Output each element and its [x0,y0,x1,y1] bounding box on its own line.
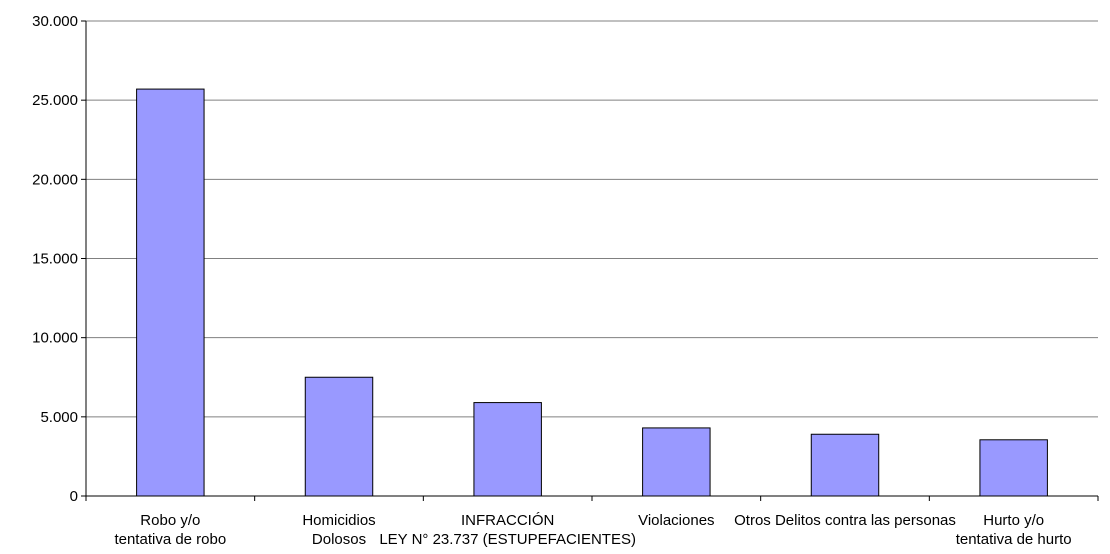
bar [136,88,205,497]
gridlines [86,20,1098,418]
bar [304,376,374,497]
bar [979,439,1048,497]
y-tick-label: 0 [70,488,78,505]
x-tick-label: INFRACCIÓN [461,512,554,529]
x-tick-label: Otros Delitos contra las personas [734,512,956,529]
bars [136,88,1048,497]
bar [473,402,542,497]
x-tick-label: tentativa de hurto [956,531,1072,548]
x-tick-label: Hurto y/o [983,512,1044,529]
bar [642,427,711,497]
y-tick-label: 20.000 [32,171,78,188]
x-tick-label: Robo y/o [140,512,200,529]
y-tick-label: 10.000 [32,330,78,347]
y-tick-label: 30.000 [32,13,78,30]
y-tick-label: 25.000 [32,92,78,109]
axes [81,20,1099,501]
x-tick-label: Violaciones [638,512,714,529]
x-tick-label: Dolosos [312,531,366,548]
x-tick-label: LEY N° 23.737 (ESTUPEFACIENTES) [379,531,636,548]
y-tick-label: 15.000 [32,251,78,268]
labels: 0 5.000 10.000 15.000 20.000 25.000 30.000 Robo… [32,13,1072,548]
x-tick-label: Homicidios [302,512,375,529]
x-tick-label: tentativa de robo [114,531,226,548]
y-tick-label: 5.000 [40,409,78,426]
bar [810,433,880,497]
